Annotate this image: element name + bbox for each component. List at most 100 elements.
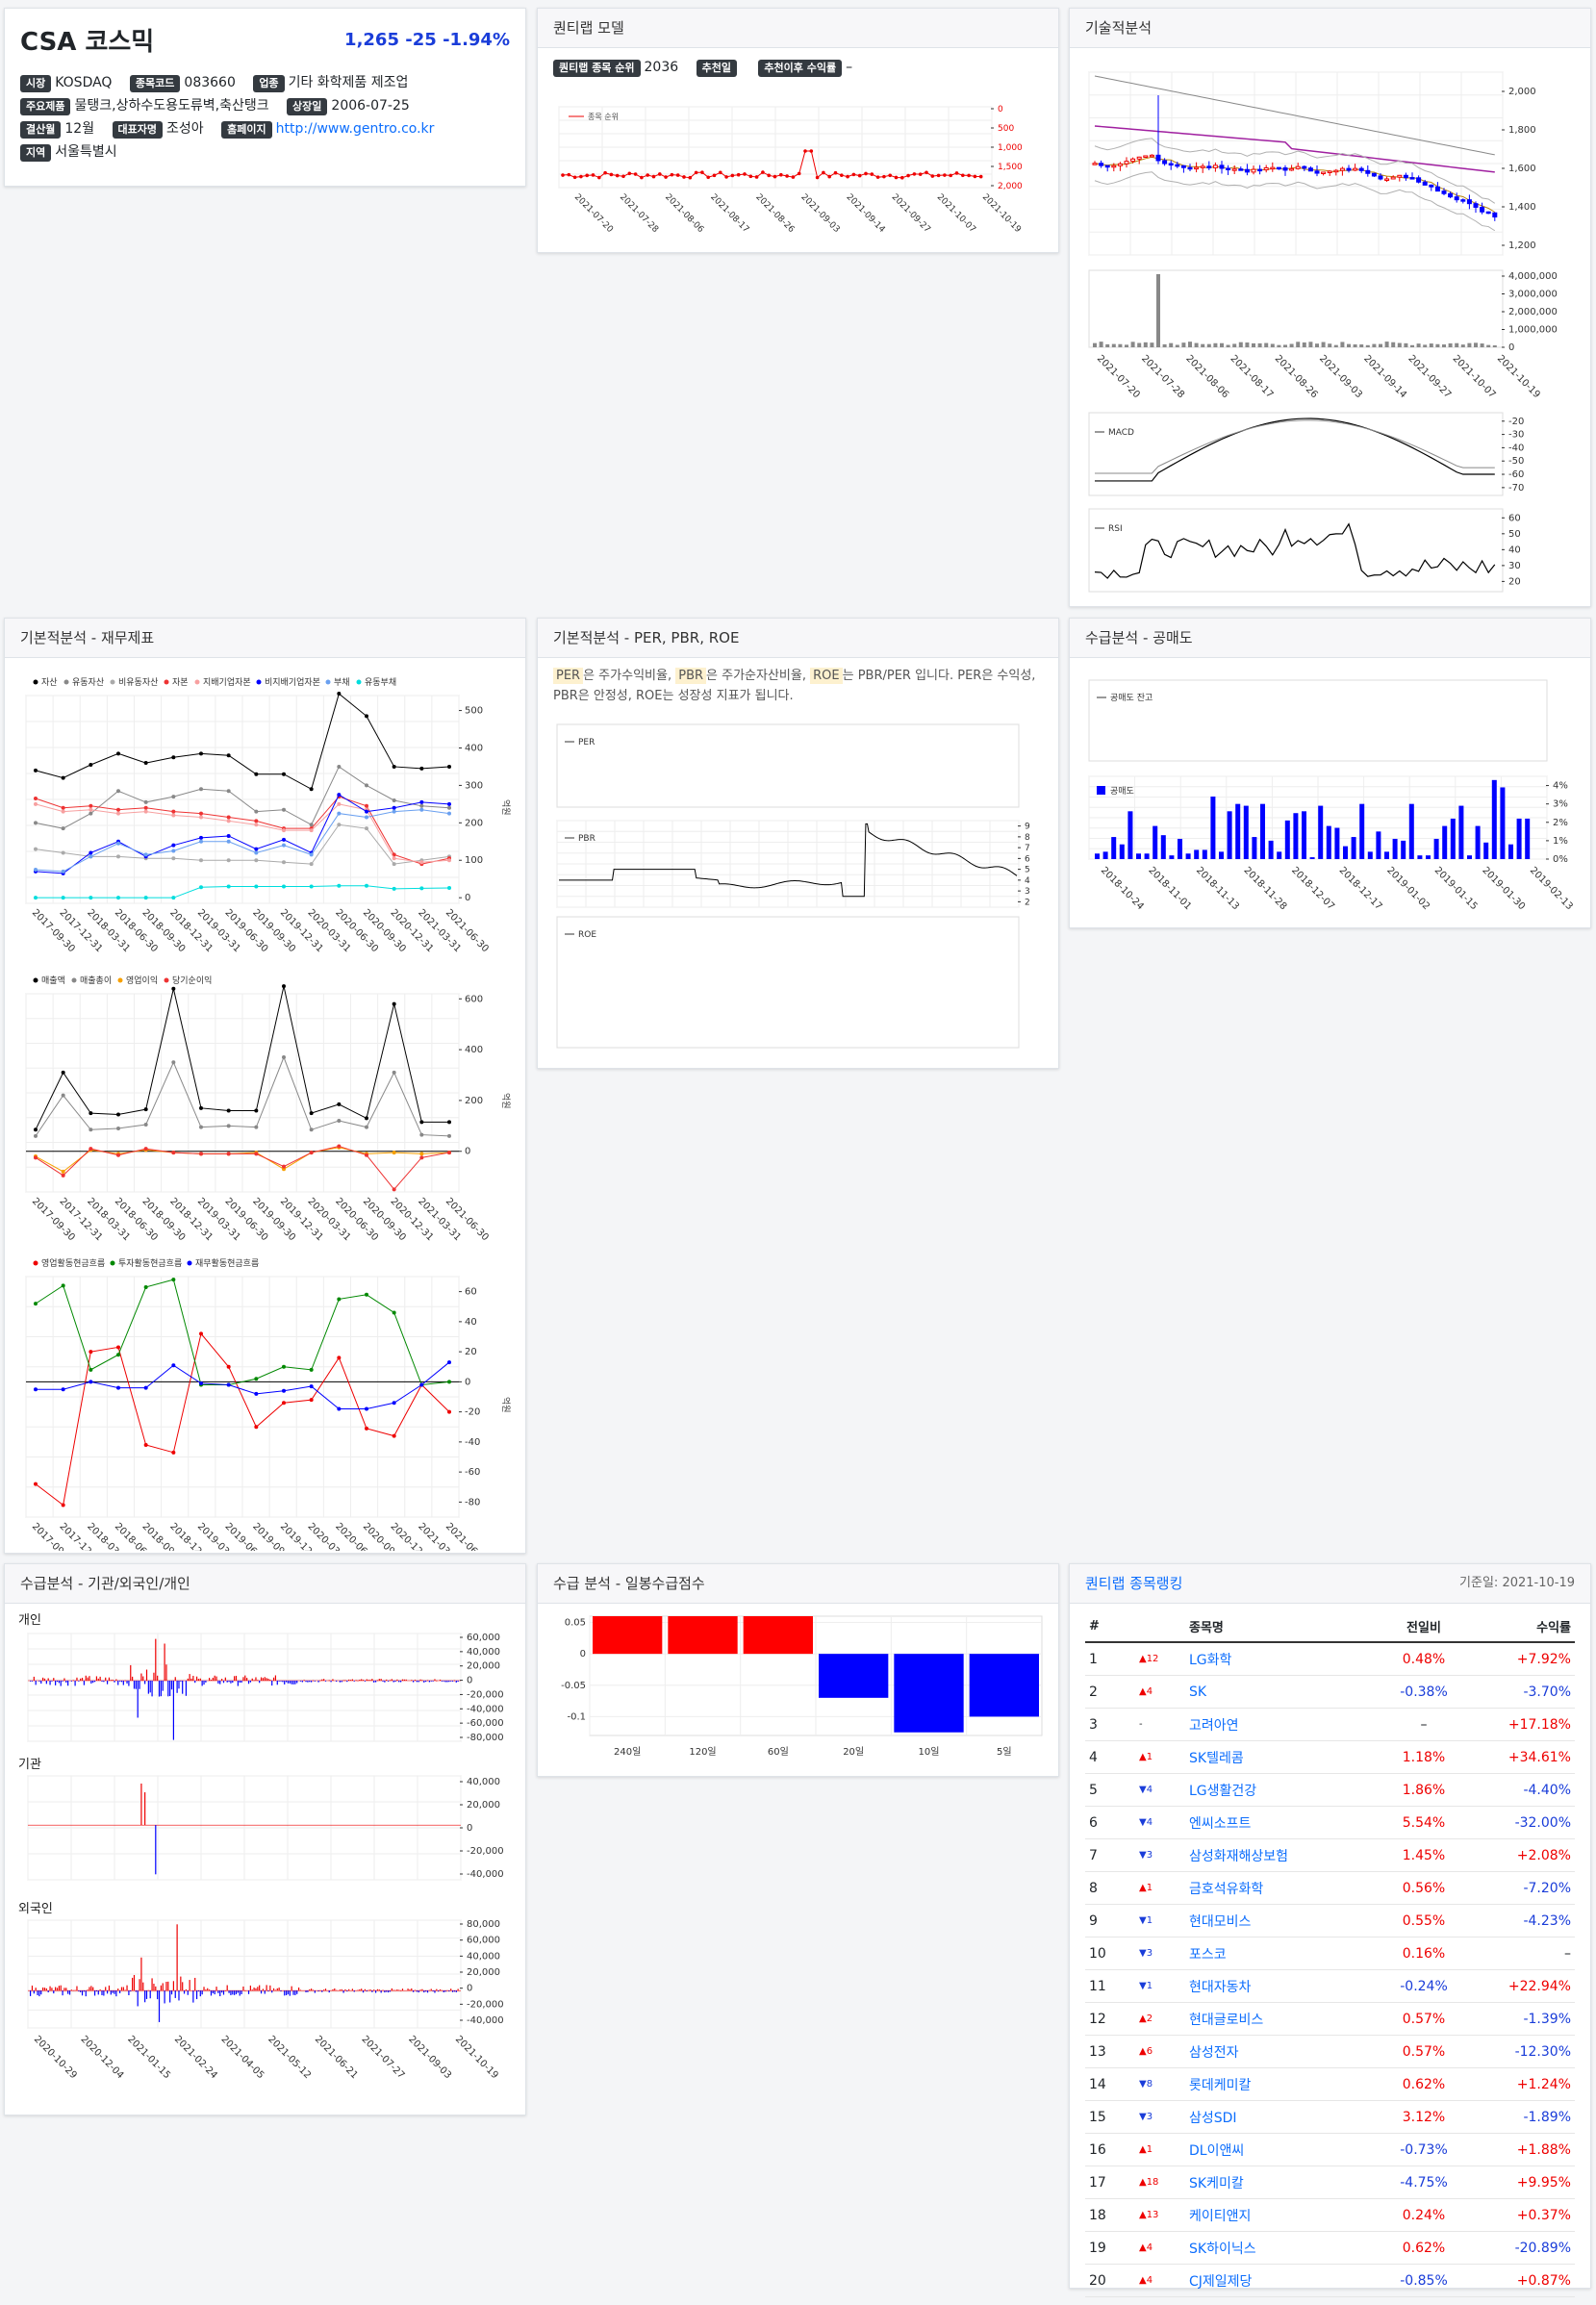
fin-series-line (35, 1145, 450, 1191)
x-tick-label: 2021-09-14 (845, 192, 887, 235)
short-bar (1367, 851, 1373, 859)
rank-stock-link[interactable]: 금호석유화학 (1189, 1881, 1264, 1897)
flow-bar (242, 1986, 244, 1991)
rank-stock-name: 포스코 (1185, 1937, 1377, 1970)
rank-stock-link[interactable]: SK하이닉스 (1189, 2241, 1256, 2257)
fin-point (337, 692, 342, 697)
rank-stock-link[interactable]: 엔씨소프트 (1189, 1815, 1252, 1832)
rank-stock-link[interactable]: CJ제일제당 (1189, 2273, 1253, 2290)
candle-body (1397, 174, 1403, 178)
rank-stock-link[interactable]: 삼성SDI (1189, 2110, 1237, 2126)
flow-bar (287, 1681, 290, 1684)
flow-bar (255, 1677, 257, 1681)
rank-point (567, 172, 571, 177)
homepage-link[interactable]: http://www.gentro.co.kr (275, 121, 435, 137)
rank-stock-link[interactable]: DL이앤씨 (1189, 2142, 1245, 2159)
short-bar (1160, 835, 1166, 859)
flow-bar (394, 1681, 396, 1683)
flow-bar (106, 1681, 109, 1684)
rank-stock-link[interactable]: SK케미칼 (1189, 2175, 1244, 2191)
rank-no: 13 (1085, 2035, 1135, 2068)
x-tick-label: 2021-07-20 (572, 192, 615, 235)
fin-point (419, 1382, 424, 1387)
rank-point (767, 173, 771, 178)
flow-bar (376, 1988, 379, 1991)
rank-stock-link[interactable]: 삼성전자 (1189, 2044, 1239, 2061)
flow-bar (169, 1990, 171, 2003)
volume-bar (1492, 344, 1497, 347)
short-card: 수급분석 - 공매도 공매도 잔고 공매도 4% 3% 2% 1% 0% 2018-10… (1069, 618, 1591, 928)
rank-point (954, 171, 959, 175)
flow-bar (103, 1681, 105, 1683)
flow-bar (147, 1681, 149, 1694)
flow-bar (441, 1681, 443, 1682)
short-bar (1408, 803, 1414, 859)
flow-bar (81, 1990, 84, 1996)
y-tick-label: 4,000,000 (1508, 271, 1558, 282)
rank-move: ▲1 (1135, 1740, 1185, 1774)
rank-return: -4.40% (1471, 1773, 1575, 1807)
fin-point (392, 886, 396, 891)
rank-stock-link[interactable]: 현대모비스 (1189, 1913, 1252, 1930)
volume-bar (1429, 343, 1433, 347)
valuation-title: 기본적분석 - PER, PBR, ROE (538, 619, 1058, 658)
rank-stock-link[interactable]: SK텔레콤 (1189, 1750, 1244, 1766)
fin-point (89, 1111, 93, 1116)
ceo-label: 대표자명 (112, 121, 164, 139)
fin-point (419, 1155, 424, 1160)
y-tick-label: 40,000 (467, 1647, 500, 1658)
fin-series-line (35, 1332, 450, 1507)
short-bar (1153, 825, 1158, 859)
fin-point (282, 1164, 286, 1169)
short-bar (1384, 851, 1389, 859)
rank-stock-link[interactable]: 삼성화재해상보험 (1189, 1848, 1289, 1864)
flow-bar (361, 1679, 363, 1681)
industry-value: 기타 화학제품 제조업 (288, 75, 409, 90)
rank-stock-link[interactable]: 롯데케미칼 (1189, 2077, 1252, 2093)
short-bar (1293, 813, 1299, 859)
fin-point (199, 1380, 203, 1385)
macd-line (1095, 418, 1495, 482)
x-tick-label: 2021-06-21 (313, 2034, 360, 2081)
rank-stock-name: 현대글로비스 (1185, 2002, 1377, 2036)
fin-point (89, 763, 93, 767)
flow-bar (205, 1681, 207, 1683)
rank-stock-link[interactable]: 케이티앤지 (1189, 2208, 1252, 2224)
y-tick-label: -40 (465, 1437, 480, 1448)
fin-point (337, 811, 342, 816)
rank-stock-link[interactable]: 현대자동차 (1189, 1979, 1252, 1995)
x-tick-label: 2021-04-05 (219, 2034, 266, 2081)
flow-bar (274, 1675, 277, 1681)
rank-stock-link[interactable]: 포스코 (1189, 1946, 1227, 1963)
short-bar (1227, 811, 1232, 859)
flow-bar (262, 1988, 264, 1991)
y-tick-label: 6 (1025, 854, 1030, 864)
volume-bar (1143, 342, 1148, 347)
flow-bar (269, 1985, 271, 1991)
short-bar (1467, 855, 1472, 859)
short-bar (1210, 797, 1216, 859)
flow-bar (296, 1990, 298, 1994)
rank-stock-link[interactable]: 고려아연 (1189, 1717, 1239, 1734)
rank-stock-name: SK하이닉스 (1185, 2231, 1377, 2265)
flow-bar (355, 1680, 357, 1682)
fin-legend-marker (187, 1260, 192, 1266)
rank-stock-link[interactable]: 현대글로비스 (1189, 2012, 1264, 2028)
flow-bar (396, 1679, 398, 1681)
rank-stock-link[interactable]: SK (1189, 1684, 1207, 1700)
flow-bar (292, 1990, 294, 1995)
rank-stock-link[interactable]: LG생활건강 (1189, 1783, 1257, 1799)
rank-point (724, 175, 728, 179)
rank-stock-link[interactable]: LG화학 (1189, 1652, 1232, 1668)
flow-bar (446, 1681, 448, 1683)
fin-point (116, 1152, 120, 1157)
x-tick-label: 2021-08-06 (1183, 353, 1230, 400)
fin-point (282, 828, 286, 833)
fin-point (392, 764, 396, 769)
y-tick-label: 200 (465, 818, 483, 828)
flow-bar (158, 1681, 161, 1697)
flow-bar (42, 1987, 44, 1991)
candle-body (1130, 158, 1136, 163)
flow-bar (183, 1990, 186, 1994)
flow-bar (219, 1990, 221, 1997)
